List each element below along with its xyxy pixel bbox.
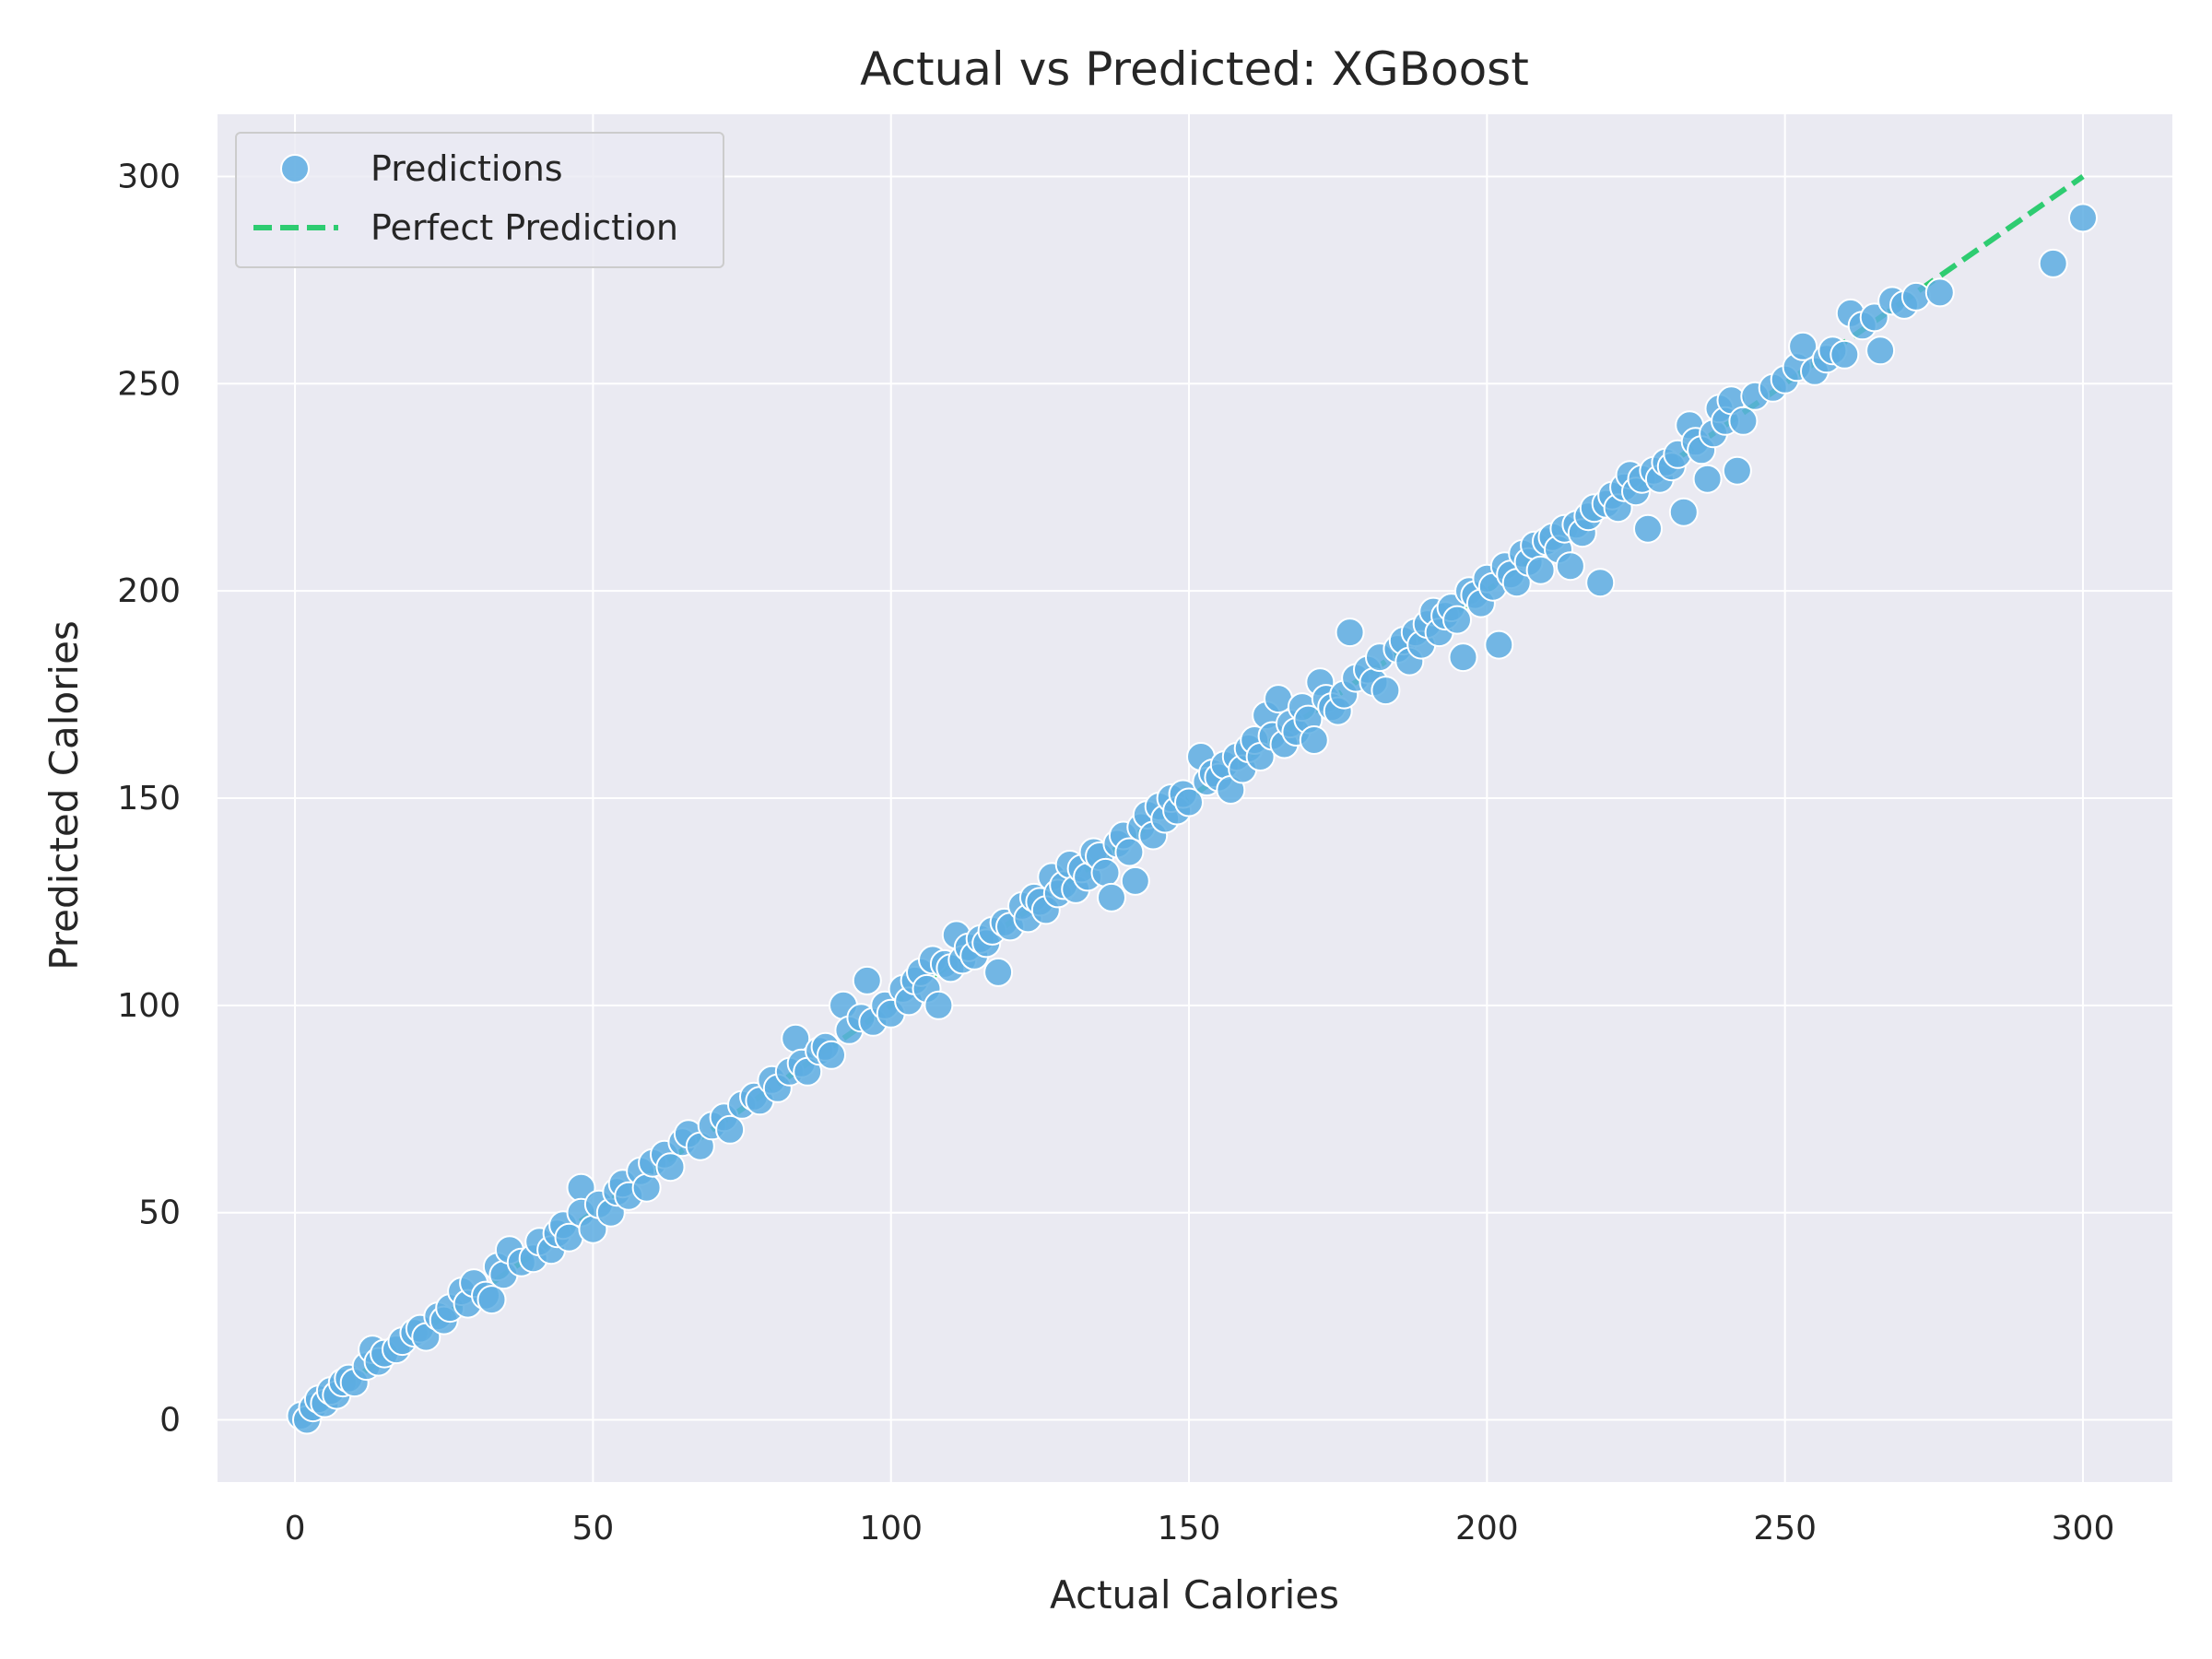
scatter-point <box>2038 248 2068 278</box>
scatter-point <box>1174 787 1204 818</box>
legend-box <box>235 132 724 268</box>
scatter-point <box>2068 203 2098 233</box>
y-tick-label: 100 <box>117 987 181 1025</box>
scatter-point <box>1299 725 1329 755</box>
y-tick-label: 300 <box>117 158 181 195</box>
x-axis-ticks: 0 50 100 150 200 250 300 <box>285 1510 2115 1547</box>
scatter-point <box>1442 605 1472 635</box>
y-axis-label: Predicted Calories <box>41 620 87 971</box>
scatter-point <box>1830 339 1860 370</box>
scatter-point <box>477 1285 507 1315</box>
scatter-point <box>1335 618 1365 648</box>
scatter-point <box>1728 406 1759 436</box>
scatter-point <box>1788 331 1818 361</box>
y-tick-label: 150 <box>117 780 181 818</box>
y-tick-label: 0 <box>159 1402 181 1440</box>
scatter-point <box>1097 882 1126 912</box>
scatter-point <box>1525 555 1556 585</box>
scatter-point <box>817 1040 846 1070</box>
scatter-point <box>924 990 954 1020</box>
scatter-point <box>1865 335 1896 366</box>
scatter-point <box>852 965 882 995</box>
scatter-point <box>1555 551 1585 582</box>
x-tick-label: 0 <box>285 1510 306 1547</box>
scatter-point <box>1484 629 1514 660</box>
scatter-point <box>1900 281 1931 312</box>
scatter-point <box>1448 642 1478 673</box>
x-tick-label: 300 <box>2052 1510 2115 1547</box>
scatter-point <box>1120 865 1150 896</box>
legend: Predictions Perfect Prediction <box>235 132 724 268</box>
x-tick-label: 250 <box>1753 1510 1817 1547</box>
x-tick-label: 50 <box>571 1510 614 1547</box>
scatter-point <box>1585 568 1616 598</box>
scatter-point <box>1633 513 1663 544</box>
scatter-points <box>286 203 2098 1435</box>
y-tick-label: 50 <box>138 1194 181 1232</box>
chart-title: Actual vs Predicted: XGBoost <box>860 42 1529 96</box>
scatter-point <box>655 1152 686 1182</box>
legend-label-perfect-prediction: Perfect Prediction <box>371 207 678 248</box>
legend-marker-predictions <box>280 154 310 183</box>
scatter-point <box>631 1172 662 1203</box>
scatter-point <box>983 957 1014 987</box>
scatter-point <box>1371 676 1401 706</box>
scatter-point <box>1090 857 1121 888</box>
y-tick-label: 250 <box>117 365 181 403</box>
x-axis-label: Actual Calories <box>1050 1572 1339 1618</box>
y-axis-ticks: 0 50 100 150 200 250 300 <box>117 158 181 1439</box>
scatter-point <box>1722 455 1752 486</box>
scatter-point <box>1692 464 1723 494</box>
x-tick-label: 100 <box>859 1510 923 1547</box>
x-tick-label: 200 <box>1455 1510 1519 1547</box>
x-tick-label: 150 <box>1158 1510 1221 1547</box>
y-tick-label: 200 <box>117 572 181 610</box>
scatter-point <box>1114 837 1145 867</box>
scatter-point <box>1668 497 1699 527</box>
legend-label-predictions: Predictions <box>371 148 563 189</box>
scatter-point <box>715 1114 746 1145</box>
scatter-point <box>1924 277 1955 308</box>
